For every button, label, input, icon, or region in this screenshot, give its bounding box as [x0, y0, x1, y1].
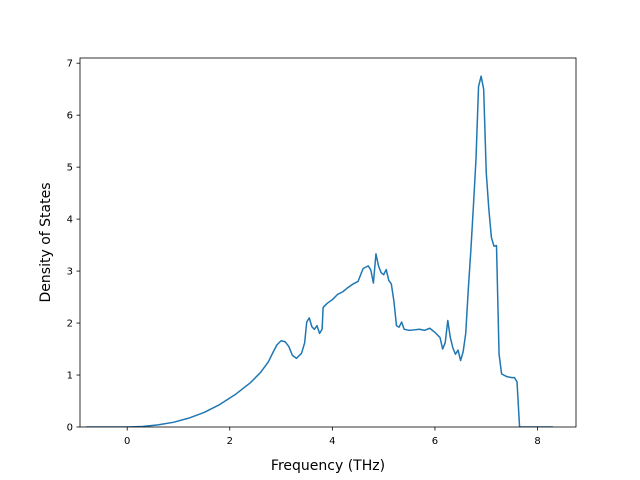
y-tick-label: 1: [67, 371, 73, 382]
y-axis-ticks: 0 1 2 3 4 5 6 7: [67, 59, 80, 434]
x-tick-label: 6: [432, 436, 438, 447]
y-tick-label: 0: [67, 423, 73, 434]
y-tick-label: 4: [67, 215, 73, 226]
x-axis-ticks: 0 2 4 6 8: [124, 427, 541, 447]
x-axis-label: Frequency (THz): [271, 458, 385, 474]
x-tick-label: 8: [534, 436, 540, 447]
y-tick-label: 2: [67, 319, 73, 330]
y-tick-label: 3: [67, 267, 73, 278]
y-axis-label: Density of States: [38, 183, 54, 303]
y-tick-label: 6: [67, 111, 73, 122]
y-tick-label: 7: [67, 59, 73, 70]
dos-series-line: [86, 75, 553, 427]
plot-area: [86, 75, 553, 427]
x-tick-label: 0: [124, 436, 130, 447]
axes-frame: [79, 57, 577, 428]
y-tick-label: 5: [67, 163, 73, 174]
x-tick-label: 2: [227, 436, 233, 447]
x-tick-label: 4: [329, 436, 335, 447]
